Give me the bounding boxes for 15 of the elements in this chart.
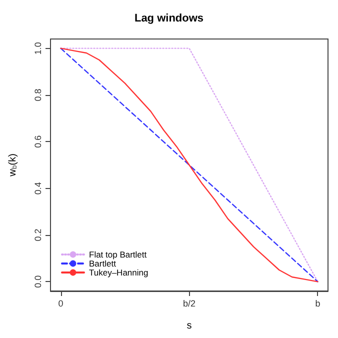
x-tick-label: 0 [58, 298, 64, 308]
y-tick-label: 1.0 [33, 42, 43, 55]
legend-label: Flat top Bartlett [89, 250, 148, 260]
legend-label: Bartlett [89, 258, 117, 268]
chart-title: Lag windows [134, 12, 204, 24]
y-tick-label: 0.2 [33, 228, 43, 242]
y-tick-label: 0.0 [33, 275, 43, 288]
y-tick-label: 0.4 [33, 182, 43, 195]
x-tick-label: b/2 [182, 298, 196, 308]
legend-label: Tukey–Hanning [89, 268, 148, 278]
x-tick-label: b [315, 298, 320, 308]
y-tick-label: 0.8 [33, 88, 43, 102]
y-tick-label: 0.6 [33, 135, 43, 148]
line-series [60, 48, 318, 282]
x-axis-title: s [186, 320, 192, 332]
